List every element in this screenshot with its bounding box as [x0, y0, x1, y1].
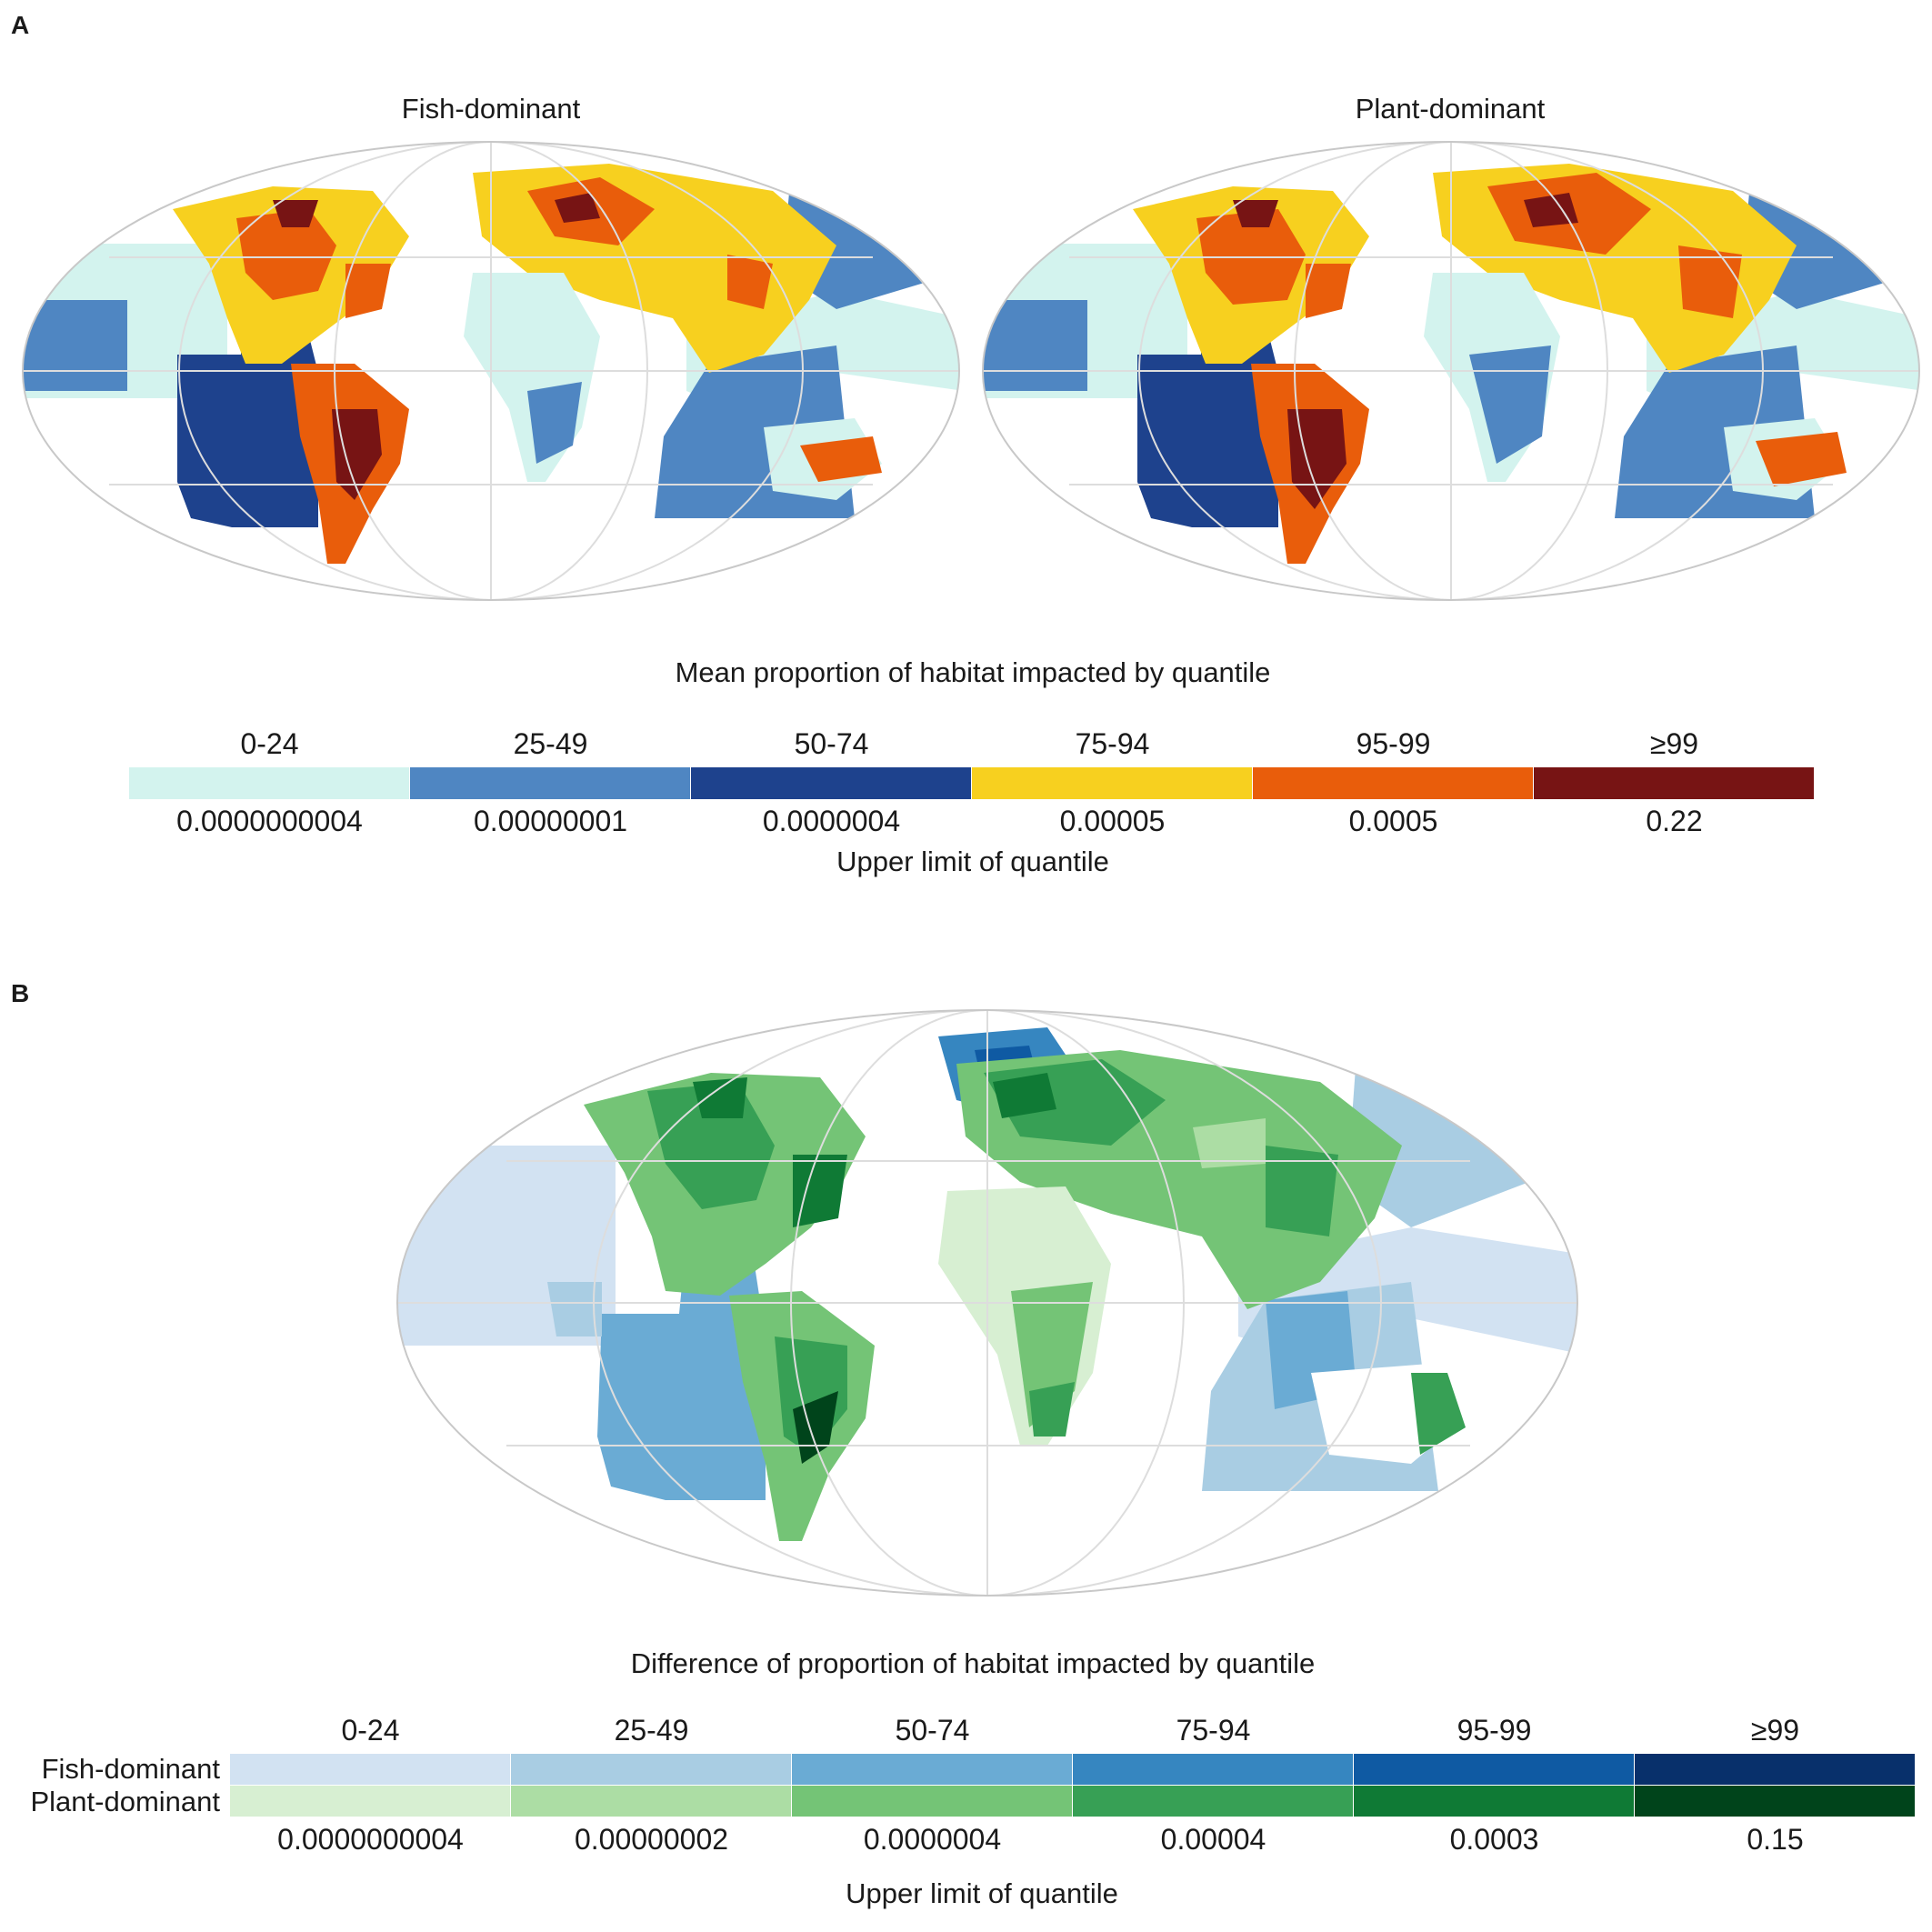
legend-a-swatch — [1534, 767, 1814, 799]
legend-b-quantile-label: 50-74 — [895, 1714, 970, 1747]
legend-b-quantile-label: 25-49 — [614, 1714, 689, 1747]
legend-b-fish-swatch — [230, 1754, 510, 1785]
legend-b-plant-swatch — [792, 1786, 1072, 1817]
legend-b-upper-limit-label: 0.15 — [1747, 1823, 1804, 1856]
legend-b: 0-24 0.0000000004 25-49 0.00000002 50-74 0.00… — [230, 1714, 1916, 1859]
legend-b-plant-swatch — [1073, 1786, 1353, 1817]
legend-b-quantile-label: 0-24 — [341, 1714, 400, 1747]
legend-b-fish-swatch — [511, 1754, 791, 1785]
legend-b-fish-swatch — [792, 1754, 1072, 1785]
legend-a-upper-limit-label: 0.00005 — [1059, 805, 1166, 837]
legend-b-row-fish: Fish-dominant — [41, 1753, 220, 1785]
legend-a-quantile-label: 25-49 — [513, 727, 588, 760]
panel-a-label: A — [11, 11, 30, 39]
legend-a-swatch — [691, 767, 971, 799]
legend-b-title: Difference of proportion of habitat impa… — [630, 1647, 1316, 1679]
legend-a-upper-limit-label: 0.0000000004 — [176, 805, 363, 837]
map-title-plant: Plant-dominant — [1355, 93, 1546, 125]
legend-a-quantile-label: 0-24 — [240, 727, 299, 760]
legend-a-upper-limit-label: 0.0000004 — [762, 805, 901, 837]
legend-a-quantile-label: 50-74 — [794, 727, 869, 760]
legend-b-plant-swatch — [230, 1786, 510, 1817]
legend-a-swatch — [129, 767, 409, 799]
legend-b-fish-swatch — [1635, 1754, 1915, 1785]
legend-b-upper-limit-label: 0.0003 — [1449, 1823, 1539, 1856]
legend-a-upper-limit-label: 0.00000001 — [473, 805, 628, 837]
fish-dominant-map — [22, 141, 960, 601]
legend-a-quantile-label: 75-94 — [1075, 727, 1150, 760]
legend-b-upper-limit-label: 0.00000002 — [574, 1823, 729, 1856]
legend-a-quantile-label: 95-99 — [1356, 727, 1431, 760]
legend-b-row-plant: Plant-dominant — [30, 1786, 220, 1817]
map-title-fish: Fish-dominant — [401, 93, 581, 125]
legend-b-fish-swatch — [1354, 1754, 1634, 1785]
legend-b-upper-limit-label: 0.0000000004 — [277, 1823, 464, 1856]
difference-map — [396, 1009, 1578, 1597]
legend-a: 0-24 0.0000000004 25-49 0.00000001 50-74 0.00… — [129, 727, 1815, 864]
legend-a-swatch — [410, 767, 690, 799]
legend-b-plant-swatch — [511, 1786, 791, 1817]
legend-b-axis-label: Upper limit of quantile — [846, 1877, 1118, 1909]
legend-b-upper-limit-label: 0.0000004 — [863, 1823, 1002, 1856]
legend-b-quantile-label: 95-99 — [1457, 1714, 1532, 1747]
plant-dominant-map — [982, 141, 1920, 601]
legend-a-swatch — [972, 767, 1252, 799]
legend-a-upper-limit-label: 0.22 — [1646, 805, 1703, 837]
legend-b-quantile-label: ≥99 — [1750, 1714, 1800, 1747]
legend-b-quantile-label: 75-94 — [1176, 1714, 1251, 1747]
legend-a-quantile-label: ≥99 — [1649, 727, 1699, 760]
panel-b-label: B — [11, 979, 30, 1007]
legend-a-axis-label: Upper limit of quantile — [836, 846, 1109, 877]
legend-a-title: Mean proportion of habitat impacted by q… — [675, 656, 1271, 688]
legend-b-plant-swatch — [1354, 1786, 1634, 1817]
legend-b-plant-swatch — [1635, 1786, 1915, 1817]
legend-a-upper-limit-label: 0.0005 — [1348, 805, 1438, 837]
legend-b-upper-limit-label: 0.00004 — [1160, 1823, 1266, 1856]
legend-b-fish-swatch — [1073, 1754, 1353, 1785]
legend-a-swatch — [1253, 767, 1533, 799]
